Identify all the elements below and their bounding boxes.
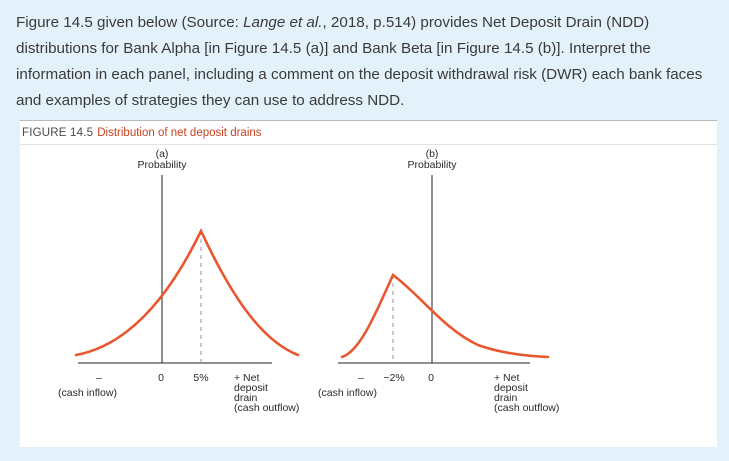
panel-b-inflow-label: (cash inflow) (318, 387, 377, 399)
panel-a-inflow-label: (cash inflow) (58, 387, 117, 399)
panel-b-plus-line-4: (cash outflow) (494, 402, 559, 414)
panel-a-letter: (a) (156, 148, 169, 160)
distribution-diagram: (a) Probability 0 5% – (cash inflow) + N… (58, 148, 559, 414)
figure-number: FIGURE 14.5 (22, 127, 94, 139)
panel-a-mode-label: 5% (193, 372, 208, 384)
panel-b-zero-label: 0 (428, 372, 434, 384)
panel-b-plus-line-1: + Net (494, 372, 519, 384)
question-source-italic: Lange et al. (243, 14, 323, 31)
panel-a: (a) Probability 0 5% – (cash inflow) + N… (58, 148, 299, 414)
question-part-2: , 2018, p.514) provides Net Deposit Drai… (16, 14, 703, 109)
panel-b-letter: (b) (426, 148, 439, 160)
panel-a-plus-line-3: drain (234, 392, 258, 404)
panel-b: (b) Probability −2% 0 – (cash inflow) + … (318, 148, 559, 414)
question-text: Figure 14.5 given below (Source: Lange e… (16, 10, 716, 114)
panel-a-minus-label: – (96, 372, 102, 384)
panel-a-plus-line-4: (cash outflow) (234, 402, 299, 414)
figure-header: FIGURE 14.5 Distribution of net deposit d… (20, 120, 717, 145)
panel-a-curve (74, 227, 300, 357)
panel-b-mode-label: −2% (383, 372, 404, 384)
panel-a-plus-line-1: + Net (234, 372, 259, 384)
panel-b-curve (340, 272, 550, 359)
panel-b-minus-label: – (358, 372, 364, 384)
question-part-1: Figure 14.5 given below (Source: (16, 14, 244, 31)
panel-b-plus-line-3: drain (494, 392, 518, 404)
panel-a-zero-label: 0 (158, 372, 164, 384)
panel-a-plus-line-2: deposit (234, 382, 268, 394)
figure-panel: FIGURE 14.5 Distribution of net deposit d… (20, 120, 717, 447)
panel-b-ylabel: Probability (407, 159, 457, 171)
figure-title: Distribution of net deposit drains (97, 127, 262, 139)
panel-b-plus-line-2: deposit (494, 382, 528, 394)
panel-a-ylabel: Probability (137, 159, 187, 171)
